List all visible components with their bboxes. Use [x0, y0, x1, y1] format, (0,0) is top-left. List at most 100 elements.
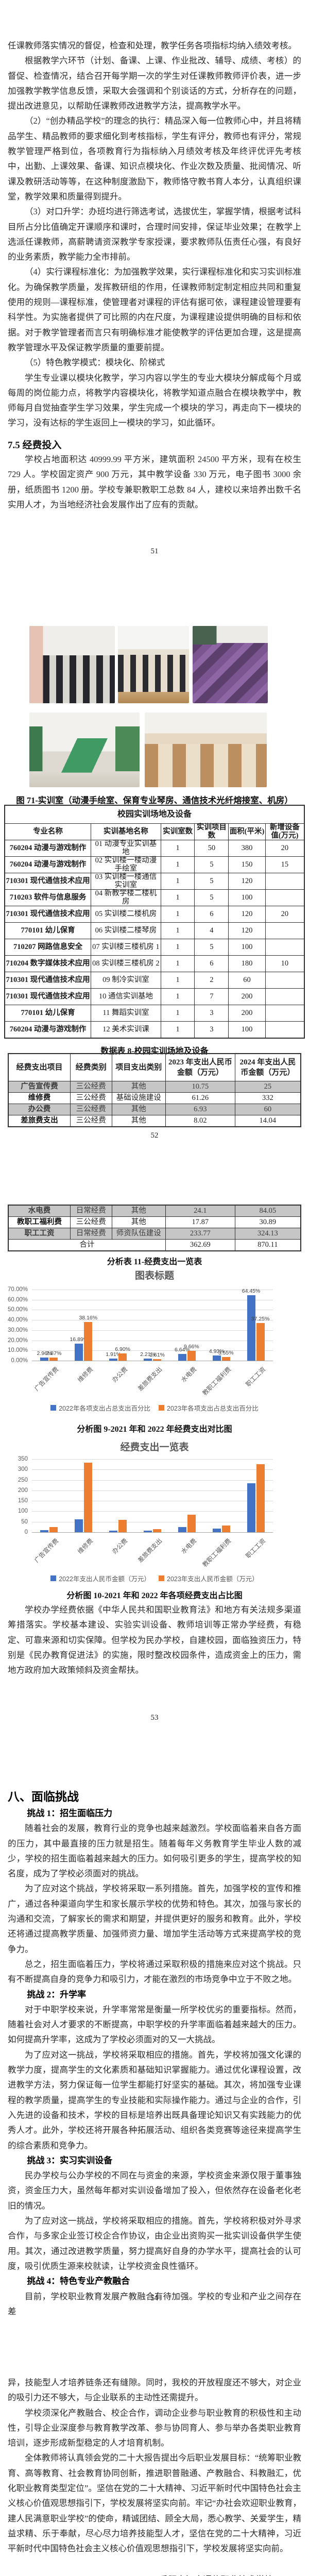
bar-series-2: [221, 1357, 230, 1361]
legend-marker: [159, 1405, 164, 1411]
table-cell: 710207 网路信息安全: [4, 939, 92, 956]
gridline: [32, 1330, 273, 1331]
table-cell: 1: [160, 922, 195, 939]
table-cell: 1: [160, 988, 195, 1005]
table-cell: 7: [194, 988, 229, 1005]
chart-legend: 2022年各项支出占总支出百分比 2023年各项支出占总支出百分比: [0, 1403, 309, 1413]
y-tick-label: 20.00%: [7, 1337, 28, 1344]
legend-marker: [159, 1575, 164, 1581]
column-header: 项目支出类别: [111, 1053, 166, 1081]
legend-label: 2023年各项支出占总支出百分比: [167, 1405, 259, 1412]
table-cell: 770101 幼儿保育: [4, 922, 92, 939]
bar-value-label: 16.89%: [70, 1336, 89, 1343]
table-row: 710203 软件与信息服务 04 新教学楼二楼机房 1 5 100: [4, 889, 305, 906]
table-title-row: 校园实训场地及设备: [4, 805, 305, 824]
table-cell: 1: [160, 955, 195, 972]
table-cell: 60: [228, 972, 266, 989]
table-row: 教职工福利费 三公经费 其他 17.87 30.89: [8, 1216, 301, 1228]
challenge-title: 挑战 1：招生面临压力: [27, 1808, 113, 1818]
bar-series-1: [212, 1529, 221, 1532]
bar-series-1: [212, 1355, 221, 1361]
expense-percentage-bar-chart: 图表标题 70.00% 60.00% 50.00% 40.00% 30.00% 20.00%…: [0, 1265, 309, 1420]
table-cell: 5: [194, 856, 229, 873]
body-text-block-page51: 任课教师落实情况的督促，检查和处理，教学任务各项指标均纳入绩效考核。 根据教学六环…: [8, 38, 301, 431]
paragraph: 全体教师将认真领会党的二十大报告提出今后职业发展目标：“统筹职业教育、高等教育、…: [8, 2453, 301, 2554]
y-tick-label: 40.00%: [7, 1317, 28, 1324]
bar-series-1: [109, 1359, 118, 1361]
y-tick-label: 200: [18, 1487, 28, 1494]
bar-series-2: [221, 1526, 230, 1532]
bar-series-1: [247, 1483, 255, 1532]
y-tick-label: 150: [18, 1498, 28, 1504]
table-cell: 5: [194, 873, 229, 890]
y-tick-label: 50.00%: [7, 1307, 28, 1313]
column-header: 2023 年支出人民币金额（万元）: [165, 1053, 235, 1081]
table-cell: 1: [160, 840, 195, 857]
table-cell: [265, 939, 305, 956]
gridline: [32, 1459, 273, 1460]
page-number-51: 51: [150, 547, 159, 555]
table-cell: 1: [160, 873, 195, 890]
total-2024: 870.11: [234, 1239, 301, 1251]
table-cell: 324.13: [234, 1228, 301, 1240]
table-cell: 60: [234, 1104, 301, 1115]
challenges-block: 挑战 1：招生面临压力随着社会的发展，教育行业的竞争也越来越激烈。学校面临着来自…: [8, 1806, 301, 2319]
column-header: 2024 年支出人民币金额（万元）: [234, 1053, 301, 1081]
table-cell: 380: [228, 840, 266, 857]
table-cell: 6: [194, 955, 229, 972]
table-cell: 教职工福利费: [8, 1216, 71, 1228]
paragraph: （2）“创办精品学校”的理念的执行：精品深入每一位教师心中，并且将精品学生、精品…: [8, 116, 301, 201]
bar-series-1: [75, 1519, 83, 1532]
legend-item: 2023年支出人民币金额（万元）: [159, 1573, 259, 1583]
table-cell: 差旅费支出: [8, 1115, 71, 1127]
table-row: 办公费 三公经费 其他 6.93 60: [8, 1104, 301, 1115]
bar-series-2: [187, 1515, 196, 1532]
legend-label: 2023年支出人民币金额（万元）: [167, 1575, 259, 1583]
table-cell: 维修费: [8, 1092, 71, 1104]
bar-value-label: 38.16%: [79, 1315, 98, 1321]
legend-marker: [50, 1575, 57, 1581]
table-row: 710301 现代通信技术应用 09 制冷实训室 1 2 60: [4, 972, 305, 989]
table-cell: 日常经费: [70, 1205, 112, 1217]
table-row: 710301 现代通信技术应用 10 通信实训基地 1 7 200: [4, 988, 305, 1005]
bar-series-1: [75, 1344, 83, 1361]
challenge-title: 挑战 3：实习实训设备: [27, 2155, 113, 2165]
photo-computer-lab-bright-windows: [118, 626, 189, 703]
signature-block: 岳阳市江南通信职业技术学校 2025 年 1 月 15 日: [144, 2572, 288, 2576]
photo-fiber-splicing-wooden-benches: [145, 713, 267, 787]
table-cell: 20: [265, 906, 305, 923]
table-cell: 8.02: [165, 1115, 235, 1127]
y-tick-label: 300: [18, 1466, 28, 1473]
table-cell: 760204 动漫与游戏制作: [4, 840, 92, 857]
training-facilities-table: 校园实训场地及设备 专业名称 实训基地名称 实训室数 实训项目数 面积(平米) 新增设备值(…: [4, 805, 305, 1039]
paragraph: 随着社会的发展，教育行业的竞争也越来越激烈。学校面临着来自各方面的压力，其中最直…: [8, 1823, 301, 1879]
column-header: 实训室数: [160, 823, 195, 840]
table-cell: 6.93: [165, 1104, 235, 1115]
bar-value-label: 2.96%: [37, 1350, 53, 1357]
table-row: 760204 动漫与游戏制作 12 美术实训课 1 3 100: [4, 1021, 305, 1039]
table-cell: 三公经费: [70, 1104, 112, 1115]
table-cell: 其他: [111, 1115, 166, 1127]
funding-paragraph-block: 学校占地面积达 40999.99 平方米，建筑面积 24500 平方米，现有在校…: [8, 452, 301, 512]
table-cell: 三公经费: [70, 1115, 112, 1127]
expense-table-part2: 水电费 日常经费 其他 24.1 84.05 教职工福利费 三公经费 其他 17.87 30.89…: [8, 1205, 301, 1251]
chart-title: 图表标题: [134, 1270, 174, 1281]
paragraph: （4）实行课程标准化：为加强教学效果，实行课程标准化和实习实训标准化。为确保教学…: [8, 267, 301, 352]
table-cell: 三公经费: [70, 1081, 112, 1093]
table-cell: 1: [160, 856, 195, 873]
y-tick-label: 10.00%: [7, 1347, 28, 1354]
bar-value-label: 6.90%: [115, 1346, 131, 1352]
table-cell: 150: [228, 856, 266, 873]
table-cell: 200: [228, 1005, 266, 1022]
paragraph: 对于中职学校来说，升学率常常是衡量一所学校优劣的重要指标。然而，随着社会对人才要…: [8, 2004, 301, 2045]
photo-grid: [0, 626, 309, 791]
gridline: [32, 1490, 273, 1491]
table-cell: 2: [194, 972, 229, 989]
table-cell: 09 制冷实训室: [91, 972, 161, 989]
table-row: 770101 幼儿保育 06 实训楼二楼琴房 1 4 120: [4, 922, 305, 939]
table-cell: 760204 动漫与游戏制作: [4, 856, 92, 873]
table-cell: 广告宣传费: [8, 1081, 71, 1093]
paragraph: 为了应对这一挑战，学校将采取相应的措施。首先，学校将积极对外寻求合作，与多家企业…: [8, 2216, 301, 2271]
table-cell: 05 实训楼二楼机房: [91, 906, 161, 923]
